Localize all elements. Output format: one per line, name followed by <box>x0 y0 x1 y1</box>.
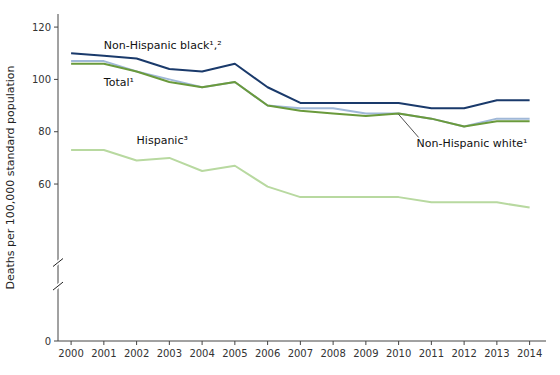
plot-area <box>71 53 530 207</box>
series-line <box>71 150 530 208</box>
series-line <box>71 61 530 126</box>
x-tick-label: 2012 <box>451 348 476 359</box>
x-tick-label: 2013 <box>484 348 509 359</box>
x-tick <box>333 341 334 345</box>
axis-break-mask <box>53 259 63 267</box>
y-tick <box>54 79 58 80</box>
y-tick <box>54 341 58 342</box>
x-tick-label: 2008 <box>320 348 345 359</box>
x-tick-label: 2005 <box>222 348 247 359</box>
x-tick-label: 2009 <box>353 348 378 359</box>
x-tick-label: 2001 <box>91 348 116 359</box>
chart: 0 60 80 100 120 2000 2001 2002 2003 2004 2005 2006 2… <box>0 0 560 375</box>
axis-break-mask <box>53 282 63 290</box>
series-label: Total¹ <box>103 76 134 89</box>
x-tick <box>464 341 465 345</box>
x-tick-label: 2004 <box>189 348 214 359</box>
label-leader <box>399 114 419 137</box>
x-tick <box>267 341 268 345</box>
x-tick <box>300 341 301 345</box>
series-label: Non-Hispanic black¹,² <box>104 39 222 52</box>
x-axis-line <box>58 341 546 342</box>
axis-break <box>53 282 63 290</box>
y-axis-line <box>58 14 59 341</box>
x-tick <box>365 341 366 345</box>
y-tick-label: 0 <box>45 336 51 347</box>
x-tick-label: 2010 <box>386 348 411 359</box>
x-tick-label: 2006 <box>255 348 280 359</box>
x-tick-label: 2003 <box>157 348 182 359</box>
x-tick-label: 2007 <box>288 348 313 359</box>
y-tick-label: 80 <box>38 126 51 137</box>
y-tick <box>54 184 58 185</box>
y-tick <box>54 27 58 28</box>
x-tick <box>169 341 170 345</box>
x-tick-label: 2002 <box>124 348 149 359</box>
x-tick <box>136 341 137 345</box>
x-tick <box>234 341 235 345</box>
series-label: Hispanic³ <box>137 134 188 147</box>
series-label: Non-Hispanic white¹ <box>417 137 528 150</box>
x-tick-label: 2011 <box>419 348 444 359</box>
x-tick <box>71 341 72 345</box>
x-tick <box>398 341 399 345</box>
y-tick-label: 100 <box>32 74 51 85</box>
axis-break <box>53 259 63 267</box>
x-tick-label: 2000 <box>58 348 83 359</box>
series-line <box>71 64 530 127</box>
x-tick <box>202 341 203 345</box>
x-tick <box>103 341 104 345</box>
y-axis-title: Deaths per 100,000 standard population <box>4 65 17 289</box>
x-tick <box>431 341 432 345</box>
y-tick-label: 120 <box>32 22 51 33</box>
y-tick <box>54 131 58 132</box>
x-tick <box>529 341 530 345</box>
y-tick-label: 60 <box>38 179 51 190</box>
x-tick <box>496 341 497 345</box>
series-line <box>71 53 530 108</box>
x-tick-label: 2014 <box>517 348 542 359</box>
